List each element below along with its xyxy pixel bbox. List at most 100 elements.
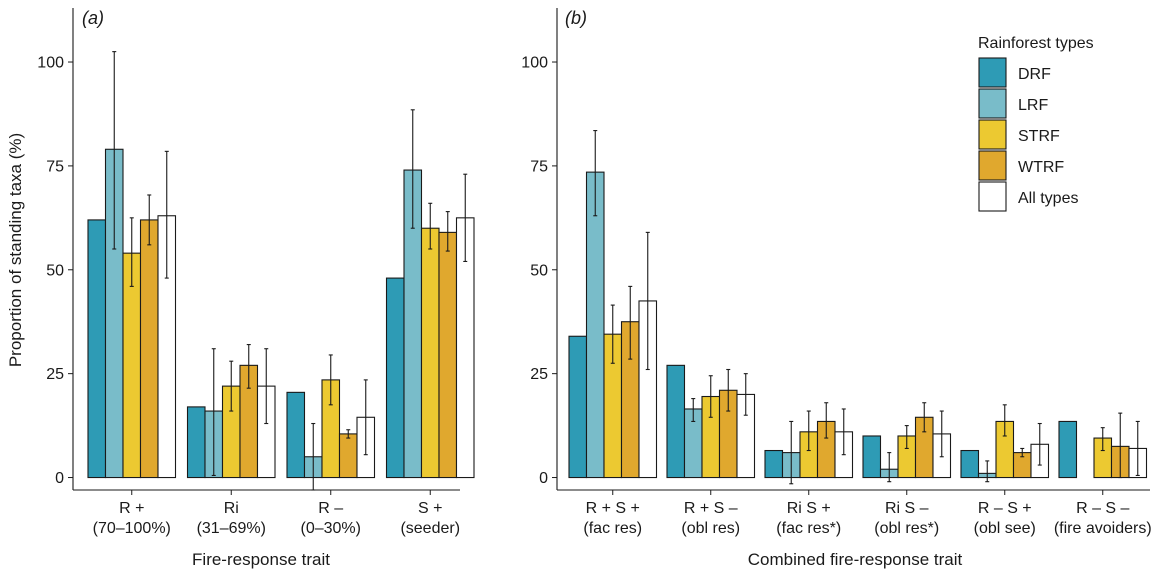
x-tick-sublabel-5: (fire avoiders) [1054, 520, 1152, 537]
errorbar-all-types-4 [1037, 422, 1042, 466]
x-tick-label-0: R + S + [586, 500, 640, 517]
errorbar-all-types-2 [363, 379, 368, 456]
errorbar-wtrf-1 [726, 368, 731, 412]
errorbar-strf-2 [328, 354, 333, 406]
x-tick-sublabel-0: (70–100%) [93, 520, 171, 537]
bar-drf-4 [960, 449, 980, 479]
panel-a-errorbars [112, 51, 468, 491]
legend-label-wtrf: WTRF [1018, 159, 1064, 176]
y-tick-label-100: 100 [37, 55, 64, 72]
y-tick-label-75: 75 [530, 158, 548, 175]
legend-swatch-wtrf [978, 150, 1007, 181]
x-tick-label-3: S + [418, 500, 442, 517]
errorbar-lrf-1 [691, 398, 696, 422]
errorbar-wtrf-1 [246, 344, 251, 389]
bar-wtrf-3 [438, 231, 458, 479]
y-tick-label-75: 75 [46, 158, 64, 175]
errorbar-strf-4 [1002, 404, 1007, 437]
legend-label-lrf: LRF [1018, 97, 1048, 114]
panel-b-x-axis-title: Combined fire-response trait [748, 550, 963, 569]
panel-a-tag: (a) [82, 8, 104, 28]
x-tick-label-2: R – [318, 500, 343, 517]
bar-wtrf-2 [338, 433, 358, 479]
y-tick-label-100: 100 [521, 55, 548, 72]
legend-swatch-all-types [978, 181, 1007, 212]
x-tick-sublabel-1: (31–69%) [197, 520, 266, 537]
bar-drf-0 [87, 219, 107, 479]
errorbar-strf-0 [129, 217, 134, 287]
y-tick-label-25: 25 [530, 366, 548, 383]
panel-a-x-axis-title: Fire-response trait [192, 550, 330, 569]
errorbar-all-types-1 [743, 373, 748, 416]
errorbar-wtrf-4 [1020, 447, 1025, 458]
errorbar-strf-3 [428, 202, 433, 250]
legend-swatch-lrf [978, 88, 1007, 119]
errorbar-wtrf-0 [147, 194, 152, 246]
errorbar-lrf-4 [985, 460, 990, 483]
x-tick-sublabel-3: (seeder) [400, 520, 460, 537]
x-tick-sublabel-4: (obl see) [974, 520, 1036, 537]
y-axis-title: Proportion of standing taxa (%) [6, 133, 25, 367]
bar-strf-3 [420, 227, 440, 479]
panel-b-axes: R + S + (fac res) R + S – (obl res) Ri S + (f… [521, 8, 1152, 537]
y-tick-label-0: 0 [539, 470, 548, 487]
bar-wtrf-0 [139, 219, 159, 479]
errorbar-wtrf-2 [346, 429, 351, 439]
x-tick-label-4: R – S + [978, 500, 1032, 517]
errorbar-all-types-2 [841, 408, 846, 456]
errorbar-lrf-0 [112, 51, 117, 250]
x-tick-sublabel-3: (obl res*) [874, 520, 939, 537]
errorbar-lrf-0 [593, 130, 598, 217]
errorbar-strf-1 [229, 360, 234, 412]
bar-drf-2 [764, 449, 784, 479]
panel-b-bars [568, 171, 1148, 479]
legend-swatch-strf [978, 119, 1007, 150]
errorbar-strf-0 [610, 304, 615, 364]
x-tick-label-3: Ri S – [885, 500, 929, 517]
panel-b-tag: (b) [565, 8, 587, 28]
x-tick-label-1: Ri [224, 500, 239, 517]
errorbar-all-types-1 [264, 348, 269, 425]
errorbar-all-types-0 [164, 150, 169, 279]
x-tick-label-5: R – S – [1076, 500, 1129, 517]
legend-label-all-types: All types [1018, 190, 1078, 207]
x-tick-sublabel-1: (obl res) [681, 520, 740, 537]
errorbar-strf-3 [904, 425, 909, 449]
x-tick-sublabel-0: (fac res) [583, 520, 642, 537]
errorbar-wtrf-3 [445, 211, 450, 252]
bar-drf-1 [186, 406, 206, 479]
legend-swatch-drf [978, 57, 1007, 88]
panel-b: R + S + (fac res) R + S – (obl res) Ri S + (f… [521, 8, 1152, 569]
y-tick-label-50: 50 [530, 262, 548, 279]
errorbar-all-types-3 [463, 173, 468, 263]
panel-a-axes: R + (70–100%) Ri (31–69%) R – (0–30%) S + (seed… [37, 8, 460, 537]
errorbar-strf-1 [708, 375, 713, 418]
errorbar-strf-2 [806, 410, 811, 452]
bar-drf-1 [666, 364, 686, 479]
x-tick-label-1: R + S – [684, 500, 738, 517]
errorbar-wtrf-5 [1118, 412, 1123, 479]
legend-title: Rainforest types [978, 35, 1094, 52]
errorbar-wtrf-2 [824, 402, 829, 439]
errorbar-all-types-0 [645, 231, 650, 371]
legend: Rainforest types DRF LRF STRF WTRF All types [978, 35, 1094, 212]
bar-drf-3 [385, 277, 405, 479]
bar-drf-2 [286, 391, 306, 479]
x-tick-sublabel-2: (0–30%) [301, 520, 361, 537]
errorbar-lrf-3 [410, 109, 415, 229]
panel-b-errorbars [593, 130, 1140, 485]
y-tick-label-50: 50 [46, 262, 64, 279]
panel-a: R + (70–100%) Ri (31–69%) R – (0–30%) S + (seed… [37, 8, 475, 569]
x-tick-label-2: Ri S + [787, 500, 831, 517]
x-tick-label-0: R + [119, 500, 144, 517]
legend-label-strf: STRF [1018, 128, 1060, 145]
bar-drf-3 [862, 435, 882, 479]
x-tick-sublabel-2: (fac res*) [776, 520, 841, 537]
errorbar-wtrf-0 [628, 285, 633, 360]
y-tick-label-0: 0 [55, 470, 64, 487]
y-tick-label-25: 25 [46, 366, 64, 383]
errorbar-all-types-5 [1135, 420, 1140, 477]
legend-label-drf: DRF [1018, 66, 1051, 83]
errorbar-lrf-2 [789, 420, 794, 485]
